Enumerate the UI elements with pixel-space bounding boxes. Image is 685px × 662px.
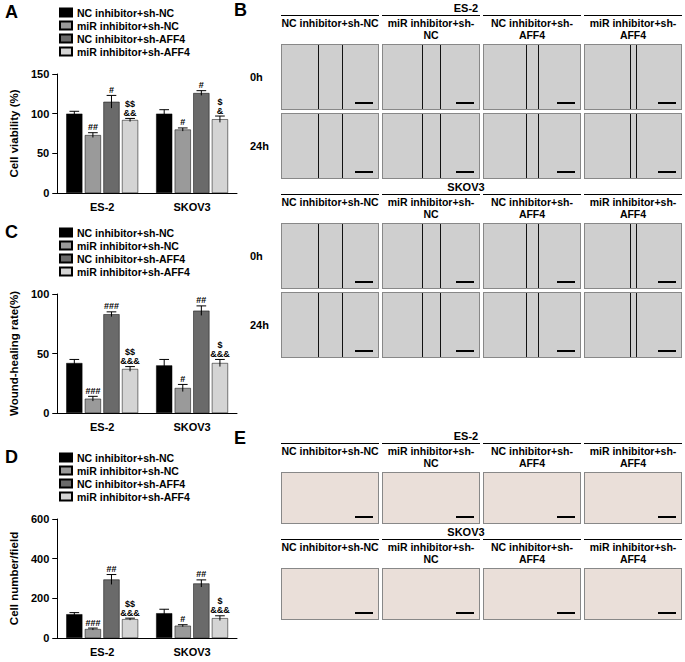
svg-text:Wound-healing rate(%): Wound-healing rate(%) xyxy=(8,291,20,416)
html-text:miR inhibitor+ sh-AFF4: miR inhibitor+ sh-AFF4 xyxy=(589,445,677,469)
html-text:E: E xyxy=(234,428,246,448)
svg-text:0: 0 xyxy=(43,632,49,644)
html-text:B: B xyxy=(234,0,247,20)
svg-text:0: 0 xyxy=(43,407,49,419)
svg-text:##: ## xyxy=(196,569,206,579)
svg-text:miR inhibitor+sh-NC: miR inhibitor+sh-NC xyxy=(77,465,179,477)
html-text:miR inhibitor+ sh-NC: miR inhibitor+ sh-NC xyxy=(387,541,475,565)
html-text:NC inhibitor+ sh-NC: NC inhibitor+ sh-NC xyxy=(281,445,379,457)
html-text:24h: 24h xyxy=(250,319,269,331)
svg-text:&&&: &&& xyxy=(120,608,140,618)
svg-text:SKOV3: SKOV3 xyxy=(173,646,210,658)
html-text:NC inhibitor+ sh-NC: NC inhibitor+ sh-NC xyxy=(281,17,379,29)
svg-text:###: ### xyxy=(85,386,100,396)
svg-text:50: 50 xyxy=(37,348,49,360)
html-text:NC inhibitor+ sh-AFF4: NC inhibitor+ sh-AFF4 xyxy=(491,17,573,41)
svg-text:600: 600 xyxy=(31,513,49,525)
svg-text:NC inhibitor+sh-NC: NC inhibitor+sh-NC xyxy=(77,452,175,464)
svg-text:#: # xyxy=(109,85,114,95)
html-text:miR inhibitor+ sh-AFF4: miR inhibitor+ sh-AFF4 xyxy=(589,17,677,41)
svg-text:NC inhibitor+sh-AFF4: NC inhibitor+sh-AFF4 xyxy=(77,253,185,265)
svg-text:#: # xyxy=(180,117,185,127)
svg-text:C: C xyxy=(5,222,18,242)
svg-text:miR inhibitor+sh-NC: miR inhibitor+sh-NC xyxy=(77,20,179,32)
svg-text:SKOV3: SKOV3 xyxy=(173,421,210,433)
svg-text:400: 400 xyxy=(31,553,49,565)
svg-text:100: 100 xyxy=(31,288,49,300)
html-text:SKOV3: SKOV3 xyxy=(447,181,485,193)
svg-text:0: 0 xyxy=(43,187,49,199)
svg-text:NC inhibitor+sh-NC: NC inhibitor+sh-NC xyxy=(77,227,175,239)
html-text:miR inhibitor+ sh-AFF4: miR inhibitor+ sh-AFF4 xyxy=(589,541,677,565)
svg-text:miR inhibitor+sh-NC: miR inhibitor+sh-NC xyxy=(77,240,179,252)
html-text:NC inhibitor+ sh-NC: NC inhibitor+ sh-NC xyxy=(281,196,379,208)
svg-text:NC inhibitor+sh-NC: NC inhibitor+sh-NC xyxy=(77,7,175,19)
svg-text:miR inhibitor+sh-AFF4: miR inhibitor+sh-AFF4 xyxy=(77,46,190,58)
html-text:0h: 0h xyxy=(250,250,263,262)
svg-text:##: ## xyxy=(196,295,206,305)
svg-text:##: ## xyxy=(88,122,98,132)
svg-text:NC inhibitor+sh-AFF4: NC inhibitor+sh-AFF4 xyxy=(77,478,185,490)
html-text:SKOV3: SKOV3 xyxy=(447,526,485,538)
html-text:24h: 24h xyxy=(250,140,269,152)
html-text:ES-2: ES-2 xyxy=(453,430,479,442)
html-text:miR inhibitor+ sh-AFF4: miR inhibitor+ sh-AFF4 xyxy=(589,196,677,220)
html-text:miR inhibitor+ sh-NC: miR inhibitor+ sh-NC xyxy=(387,196,475,220)
svg-text:&&&: &&& xyxy=(210,349,230,359)
svg-text:Cell number/field: Cell number/field xyxy=(8,532,20,625)
svg-text:ES-2: ES-2 xyxy=(90,646,114,658)
html-text:NC inhibitor+ sh-AFF4: NC inhibitor+ sh-AFF4 xyxy=(491,445,573,469)
html-text:NC inhibitor+ sh-AFF4: NC inhibitor+ sh-AFF4 xyxy=(491,541,573,565)
svg-text:##: ## xyxy=(106,564,116,574)
svg-text:D: D xyxy=(5,447,18,467)
svg-text:&&: && xyxy=(124,108,137,118)
svg-text:&&&: &&& xyxy=(120,356,140,366)
svg-text:200: 200 xyxy=(31,592,49,604)
html-text:NC inhibitor+ sh-NC: NC inhibitor+ sh-NC xyxy=(281,541,379,553)
html-text:NC inhibitor+ sh-AFF4: NC inhibitor+ sh-AFF4 xyxy=(491,196,573,220)
svg-text:ES-2: ES-2 xyxy=(90,421,114,433)
svg-text:#: # xyxy=(180,614,185,624)
svg-text:NC inhibitor+sh-AFF4: NC inhibitor+sh-AFF4 xyxy=(77,33,185,45)
svg-text:150: 150 xyxy=(31,68,49,80)
svg-text:#: # xyxy=(180,374,185,384)
svg-text:miR inhibitor+sh-AFF4: miR inhibitor+sh-AFF4 xyxy=(77,491,190,503)
svg-text:###: ### xyxy=(104,301,119,311)
html-text:miR inhibitor+ sh-NC: miR inhibitor+ sh-NC xyxy=(387,445,475,469)
svg-text:&: & xyxy=(217,106,224,116)
svg-text:SKOV3: SKOV3 xyxy=(173,201,210,213)
svg-text:miR inhibitor+sh-AFF4: miR inhibitor+sh-AFF4 xyxy=(77,266,190,278)
html-text:ES-2: ES-2 xyxy=(453,2,479,14)
svg-text:#: # xyxy=(199,80,204,90)
svg-text:Cell viability (%): Cell viability (%) xyxy=(8,89,20,177)
svg-text:###: ### xyxy=(85,618,100,628)
svg-text:A: A xyxy=(5,2,18,22)
html-text:0h: 0h xyxy=(250,71,263,83)
svg-text:&&&: &&& xyxy=(210,605,230,615)
html-text:miR inhibitor+ sh-NC: miR inhibitor+ sh-NC xyxy=(387,17,475,41)
svg-text:ES-2: ES-2 xyxy=(90,201,114,213)
svg-text:50: 50 xyxy=(37,147,49,159)
svg-text:100: 100 xyxy=(31,108,49,120)
